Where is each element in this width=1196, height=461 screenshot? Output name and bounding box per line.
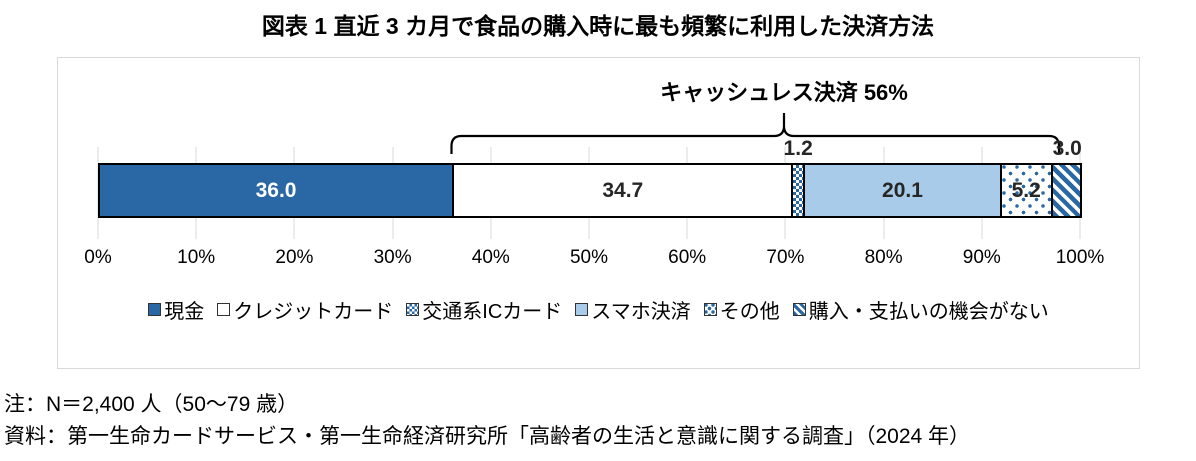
- legend-label: その他: [719, 301, 780, 323]
- legend-item-no-purchase-opportunity: 購入・支払いの機会がない: [792, 295, 1049, 324]
- bar-segment-other: 5.2: [999, 165, 1051, 216]
- bar-segment-cash: 36.0: [100, 165, 453, 216]
- legend-marker-solid-light-icon: [575, 303, 589, 316]
- legend-item-credit-card: クレジットカード: [217, 295, 393, 324]
- x-axis-tick-label: 10%: [177, 247, 216, 268]
- cashless-annotation-label: キャッシュレス決済 56%: [660, 80, 908, 105]
- legend-marker-solid-dark-icon: [148, 303, 162, 316]
- bar-segment-transit-ic-card: [791, 165, 804, 216]
- x-axis-tick-label: 60%: [668, 247, 707, 268]
- legend-label: 交通系ICカード: [422, 301, 563, 323]
- cashless-bracket: [450, 113, 1061, 154]
- legend-item-smartphone-payment: スマホ決済: [575, 295, 691, 324]
- segment-value-label: 20.1: [882, 178, 923, 202]
- legend-marker-stripes-icon: [792, 303, 806, 316]
- x-axis-tick-label: 70%: [766, 247, 805, 268]
- chart-title: 図表 1 直近 3 カ月で食品の購入時に最も頻繁に利用した決済方法: [261, 13, 935, 39]
- legend-label: 現金: [164, 301, 205, 323]
- legend-marker-white-icon: [217, 303, 231, 316]
- bar-segment-credit-card: 34.7: [452, 165, 792, 216]
- chart-area: キャッシュレス決済 56% 36.0 34.7 20.1 5.2 1.2 3.0 0% 1…: [57, 57, 1140, 369]
- bar-segment-no-purchase-opportunity: [1050, 165, 1080, 216]
- x-axis-tick-label: 50%: [569, 247, 609, 268]
- x-axis-tick-label: 20%: [275, 247, 314, 268]
- legend: 現金 クレジットカード 交通系ICカード スマホ決済 その他 購入・支払いの機会がない: [58, 295, 1139, 324]
- segment-value-label: 36.0: [255, 178, 297, 202]
- legend-marker-dots-icon: [703, 303, 717, 316]
- bar-segment-smartphone-payment: 20.1: [803, 165, 1000, 216]
- legend-item-cash: 現金: [148, 295, 204, 324]
- legend-marker-checker-icon: [406, 303, 420, 316]
- legend-item-transit-ic-card: 交通系ICカード: [406, 295, 562, 324]
- note-sample-size: 注：N＝2,400 人（50～79 歳）: [4, 393, 299, 416]
- stacked-bar: 36.0 34.7 20.1 5.2: [98, 163, 1082, 218]
- legend-label: 購入・支払いの機会がない: [808, 301, 1049, 323]
- legend-label: スマホ決済: [591, 301, 691, 323]
- x-axis-tick-label: 30%: [373, 247, 412, 268]
- x-axis-tick-label: 0%: [84, 247, 112, 268]
- x-axis-tick-label: 100%: [1055, 247, 1105, 268]
- note-source: 資料：第一生命カードサービス・第一生命経済研究所「高齢者の生活と意識に関する調査…: [4, 425, 971, 448]
- segment-value-label: 34.7: [602, 178, 644, 202]
- segment-value-label: 5.2: [1011, 178, 1041, 202]
- segment-value-label-above: 3.0: [1052, 137, 1082, 160]
- x-axis-tick-label: 90%: [962, 247, 1001, 268]
- bracket-path: [450, 113, 1061, 154]
- legend-label: クレジットカード: [233, 301, 394, 323]
- legend-item-other: その他: [703, 295, 780, 324]
- segment-value-label-above: 1.2: [783, 137, 813, 160]
- x-axis-tick-label: 80%: [864, 247, 903, 268]
- x-axis-tick-label: 40%: [471, 247, 510, 268]
